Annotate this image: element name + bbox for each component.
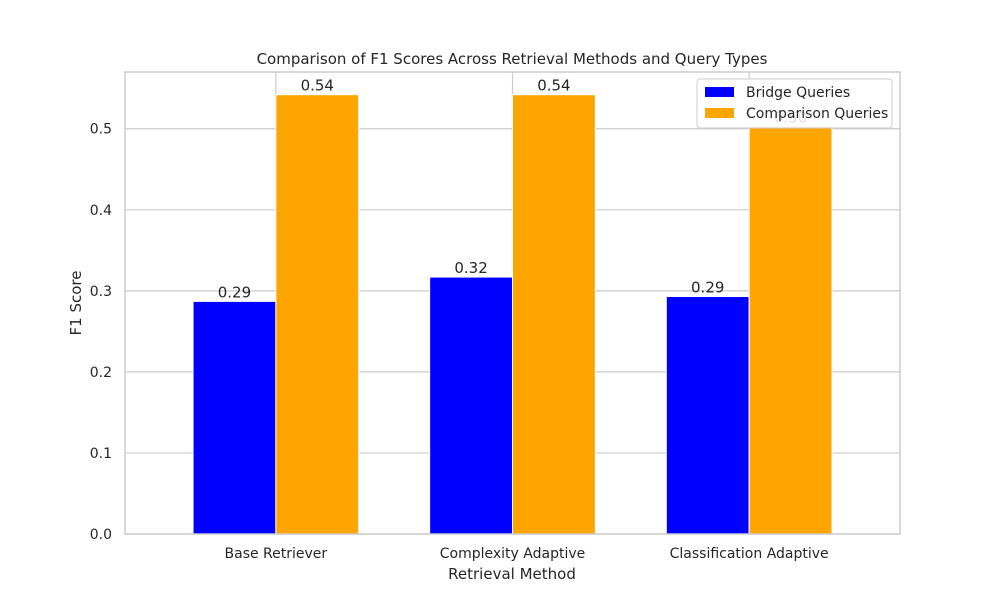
legend-label-comparison: Comparison Queries bbox=[746, 106, 888, 122]
bars bbox=[192, 94, 833, 535]
data-label-bridge-queries-base-retriever: 0.29 bbox=[218, 283, 251, 301]
data-label-bridge-queries-classification-adaptive: 0.29 bbox=[691, 279, 724, 297]
y-axis-title: F1 Score bbox=[67, 271, 85, 336]
x-tick-label-base-retriever: Base Retriever bbox=[225, 546, 328, 562]
x-axis-title: Retrieval Method bbox=[448, 565, 576, 583]
legend-swatch-comparison bbox=[705, 108, 734, 118]
x-axis-ticks: Base Retriever Complexity Adaptive Classif… bbox=[225, 546, 829, 562]
data-label-comparison-queries-base-retriever: 0.54 bbox=[301, 77, 334, 95]
bar-bridge-queries-base-retriever bbox=[192, 300, 277, 535]
data-label-comparison-queries-complexity-adaptive: 0.54 bbox=[537, 77, 570, 95]
legend-box bbox=[696, 78, 893, 129]
y-tick-label: 0.0 bbox=[90, 527, 112, 543]
x-tick-label-complexity-adaptive: Complexity Adaptive bbox=[440, 546, 585, 562]
y-tick-label: 0.5 bbox=[90, 122, 112, 138]
legend: Bridge Queries Comparison Queries bbox=[696, 78, 893, 129]
chart-title: Comparison of F1 Scores Across Retrieval… bbox=[257, 50, 768, 68]
y-axis-ticks: 0.0 0.1 0.2 0.3 0.4 0.5 bbox=[90, 122, 112, 543]
plot-frame bbox=[124, 71, 901, 535]
bar-comparison-queries-complexity-adaptive bbox=[512, 94, 596, 535]
bar-bridge-queries-complexity-adaptive bbox=[429, 276, 513, 535]
bar-comparison-queries-classification-adaptive bbox=[748, 125, 833, 535]
legend-swatch-bridge bbox=[705, 87, 734, 97]
y-tick-label: 0.2 bbox=[90, 365, 112, 381]
data-label-bridge-queries-complexity-adaptive: 0.32 bbox=[454, 259, 487, 277]
y-tick-label: 0.4 bbox=[90, 203, 112, 219]
bar-bridge-queries-classification-adaptive bbox=[665, 296, 750, 535]
legend-label-bridge: Bridge Queries bbox=[746, 85, 850, 101]
bar-comparison-queries-base-retriever bbox=[275, 94, 360, 535]
y-tick-label: 0.3 bbox=[90, 284, 112, 300]
y-tick-label: 0.1 bbox=[90, 446, 112, 462]
x-tick-label-classification-adaptive: Classification Adaptive bbox=[670, 546, 829, 562]
